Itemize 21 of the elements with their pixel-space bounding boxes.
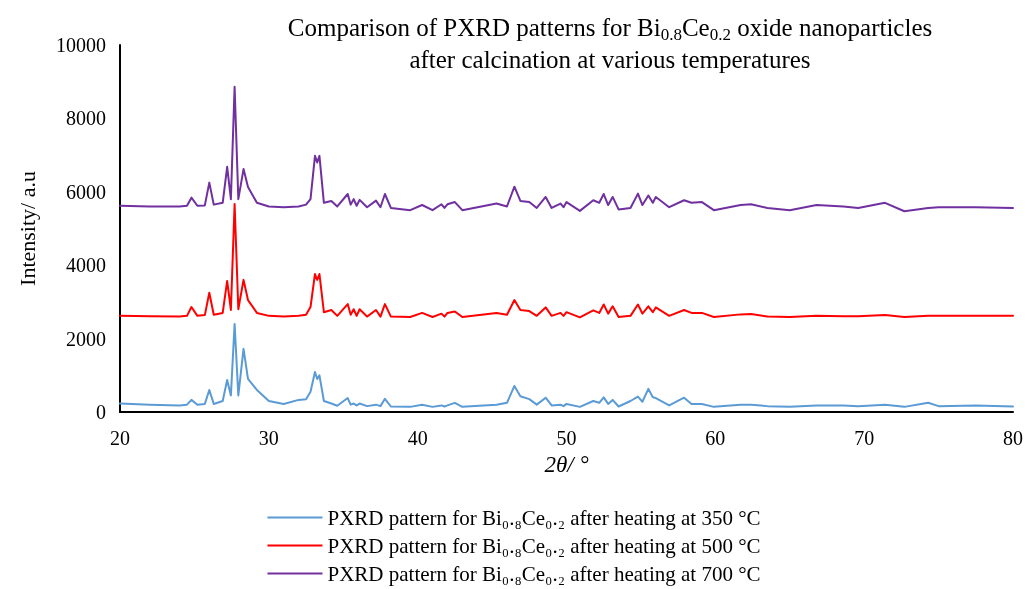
line-series bbox=[119, 322, 1014, 408]
x-tick-label: 60 bbox=[705, 427, 726, 449]
legend-label: PXRD pattern for Bi₀.₈Ce₀.₂ after heating at 500 °C bbox=[327, 533, 761, 558]
legend-label: PXRD pattern for Bi₀.₈Ce₀.₂ after heating at 350 °C bbox=[327, 505, 761, 530]
y-axis-title: Intensity/ a.u bbox=[14, 171, 40, 286]
x-tick-label: 20 bbox=[110, 427, 130, 449]
x-tick-label: 40 bbox=[407, 427, 428, 449]
y-tick-label: 0 bbox=[96, 401, 106, 423]
x-tick-label: 30 bbox=[258, 427, 279, 449]
x-tick-label: 80 bbox=[1003, 427, 1023, 449]
line-series bbox=[119, 85, 1014, 213]
x-tick-label: 70 bbox=[854, 427, 875, 449]
legend-label: PXRD pattern for Bi₀.₈Ce₀.₂ after heating at 700 °C bbox=[327, 561, 761, 586]
y-tick-label: 6000 bbox=[66, 180, 106, 203]
y-tick-label: 4000 bbox=[66, 254, 106, 277]
x-tick-label: 50 bbox=[556, 427, 577, 449]
y-tick-label: 2000 bbox=[66, 327, 106, 350]
x-axis-title: 2θ/ ° bbox=[544, 451, 589, 477]
y-tick-label: 8000 bbox=[66, 107, 106, 130]
line-series bbox=[119, 202, 1014, 319]
y-tick-label: 10000 bbox=[56, 34, 106, 56]
